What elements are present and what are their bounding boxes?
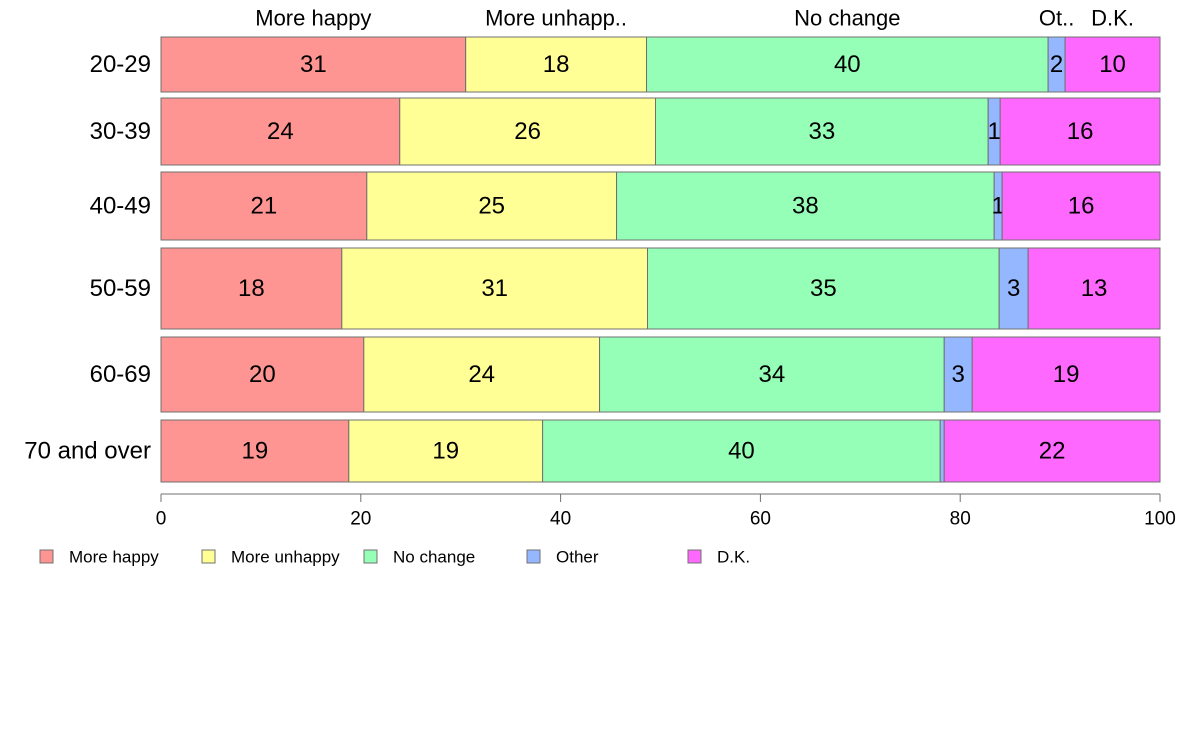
x-tick-label: 80 xyxy=(950,509,971,530)
data-label: 25 xyxy=(478,193,505,220)
legend-swatch xyxy=(363,549,378,564)
bar-segment xyxy=(160,36,467,93)
data-label: 22 xyxy=(1039,438,1066,465)
data-label: 40 xyxy=(834,51,861,78)
top-series-label: D.K. xyxy=(1091,6,1134,31)
category-label: 60-69 xyxy=(90,361,151,388)
data-label: 2 xyxy=(1050,51,1063,78)
data-label: 1 xyxy=(987,118,1000,145)
data-label: 19 xyxy=(242,438,269,465)
bar-segment xyxy=(999,97,1161,166)
legend: More happy More unhappy No change Other D.K. xyxy=(39,548,750,567)
bar-segment xyxy=(943,419,1161,483)
bars-group: 31 18 40 2 10 24 26 33 1 16 21 25 38 1 16 18 31 35 3 13 20 24… xyxy=(160,36,1161,483)
bar-segment xyxy=(616,171,995,241)
data-label: 24 xyxy=(267,118,294,145)
data-label: 34 xyxy=(759,361,786,388)
category-label: 50-59 xyxy=(90,275,151,302)
bar-segment xyxy=(542,419,941,483)
bar-segment xyxy=(655,97,989,166)
data-label: 40 xyxy=(728,438,755,465)
bar-segment xyxy=(599,336,945,413)
bar-segment xyxy=(366,171,618,241)
category-label: 40-49 xyxy=(90,193,151,220)
bar-segment xyxy=(646,36,1049,93)
data-label: 26 xyxy=(514,118,541,145)
legend-label: D.K. xyxy=(717,548,750,567)
x-tick-label: 100 xyxy=(1144,509,1176,530)
data-label: 38 xyxy=(792,193,819,220)
legend-label: Other xyxy=(556,548,599,567)
legend-label: More unhappy xyxy=(231,548,340,567)
bar-segment xyxy=(647,247,1000,330)
bar-segment xyxy=(1064,36,1161,93)
data-label: 31 xyxy=(300,51,327,78)
bar-segment xyxy=(160,247,343,330)
bar-segment xyxy=(971,336,1161,413)
bar-segment xyxy=(160,419,350,483)
legend-swatch xyxy=(39,549,54,564)
legend-label: More happy xyxy=(69,548,159,567)
data-label: 19 xyxy=(432,438,459,465)
data-label: 35 xyxy=(810,275,837,302)
bar-segment xyxy=(341,247,649,330)
category-labels: 20-29 30-39 40-49 50-59 60-69 70 and over xyxy=(24,51,151,465)
data-label: 19 xyxy=(1053,361,1080,388)
x-tick-label: 60 xyxy=(750,509,771,530)
top-series-label: Ot.. xyxy=(1039,6,1074,31)
bar-segment xyxy=(399,97,657,166)
bar-segment xyxy=(160,336,365,413)
legend-label: No change xyxy=(393,548,475,567)
bar-segment xyxy=(160,97,401,166)
data-label: 13 xyxy=(1081,275,1108,302)
bar-segment xyxy=(939,419,945,483)
x-axis: 0 20 40 60 80 100 xyxy=(156,493,1176,530)
data-label: 18 xyxy=(543,51,570,78)
x-tick-label: 40 xyxy=(550,509,571,530)
top-series-label: More happy xyxy=(255,6,371,31)
data-label: 21 xyxy=(251,193,278,220)
bar-segment xyxy=(160,171,368,241)
data-label: 3 xyxy=(1007,275,1020,302)
data-label: 20 xyxy=(249,361,276,388)
x-tick-label: 20 xyxy=(350,509,371,530)
bar-segment xyxy=(363,336,601,413)
data-label: 18 xyxy=(238,275,265,302)
bar-segment xyxy=(1027,247,1161,330)
category-label: 30-39 xyxy=(90,118,151,145)
x-tick-label: 0 xyxy=(156,509,167,530)
bar-segment xyxy=(348,419,544,483)
bar-segment xyxy=(1001,171,1161,241)
category-label: 70 and over xyxy=(24,438,151,465)
legend-swatch xyxy=(687,549,702,564)
legend-swatch xyxy=(526,549,541,564)
data-label: 16 xyxy=(1068,193,1095,220)
data-label: 10 xyxy=(1099,51,1126,78)
data-label: 1 xyxy=(991,193,1004,220)
bar-segment xyxy=(998,247,1029,330)
top-category-labels: More happy More unhapp.. No change Ot.. D.K. xyxy=(255,6,1134,31)
data-label: 24 xyxy=(468,361,495,388)
data-label: 31 xyxy=(481,275,508,302)
category-label: 20-29 xyxy=(90,51,151,78)
data-label: 33 xyxy=(808,118,835,145)
top-series-label: More unhapp.. xyxy=(485,6,627,31)
data-label: 16 xyxy=(1067,118,1094,145)
top-series-label: No change xyxy=(794,6,900,31)
bar-segment xyxy=(465,36,648,93)
data-label: 3 xyxy=(952,361,965,388)
legend-swatch xyxy=(201,549,216,564)
